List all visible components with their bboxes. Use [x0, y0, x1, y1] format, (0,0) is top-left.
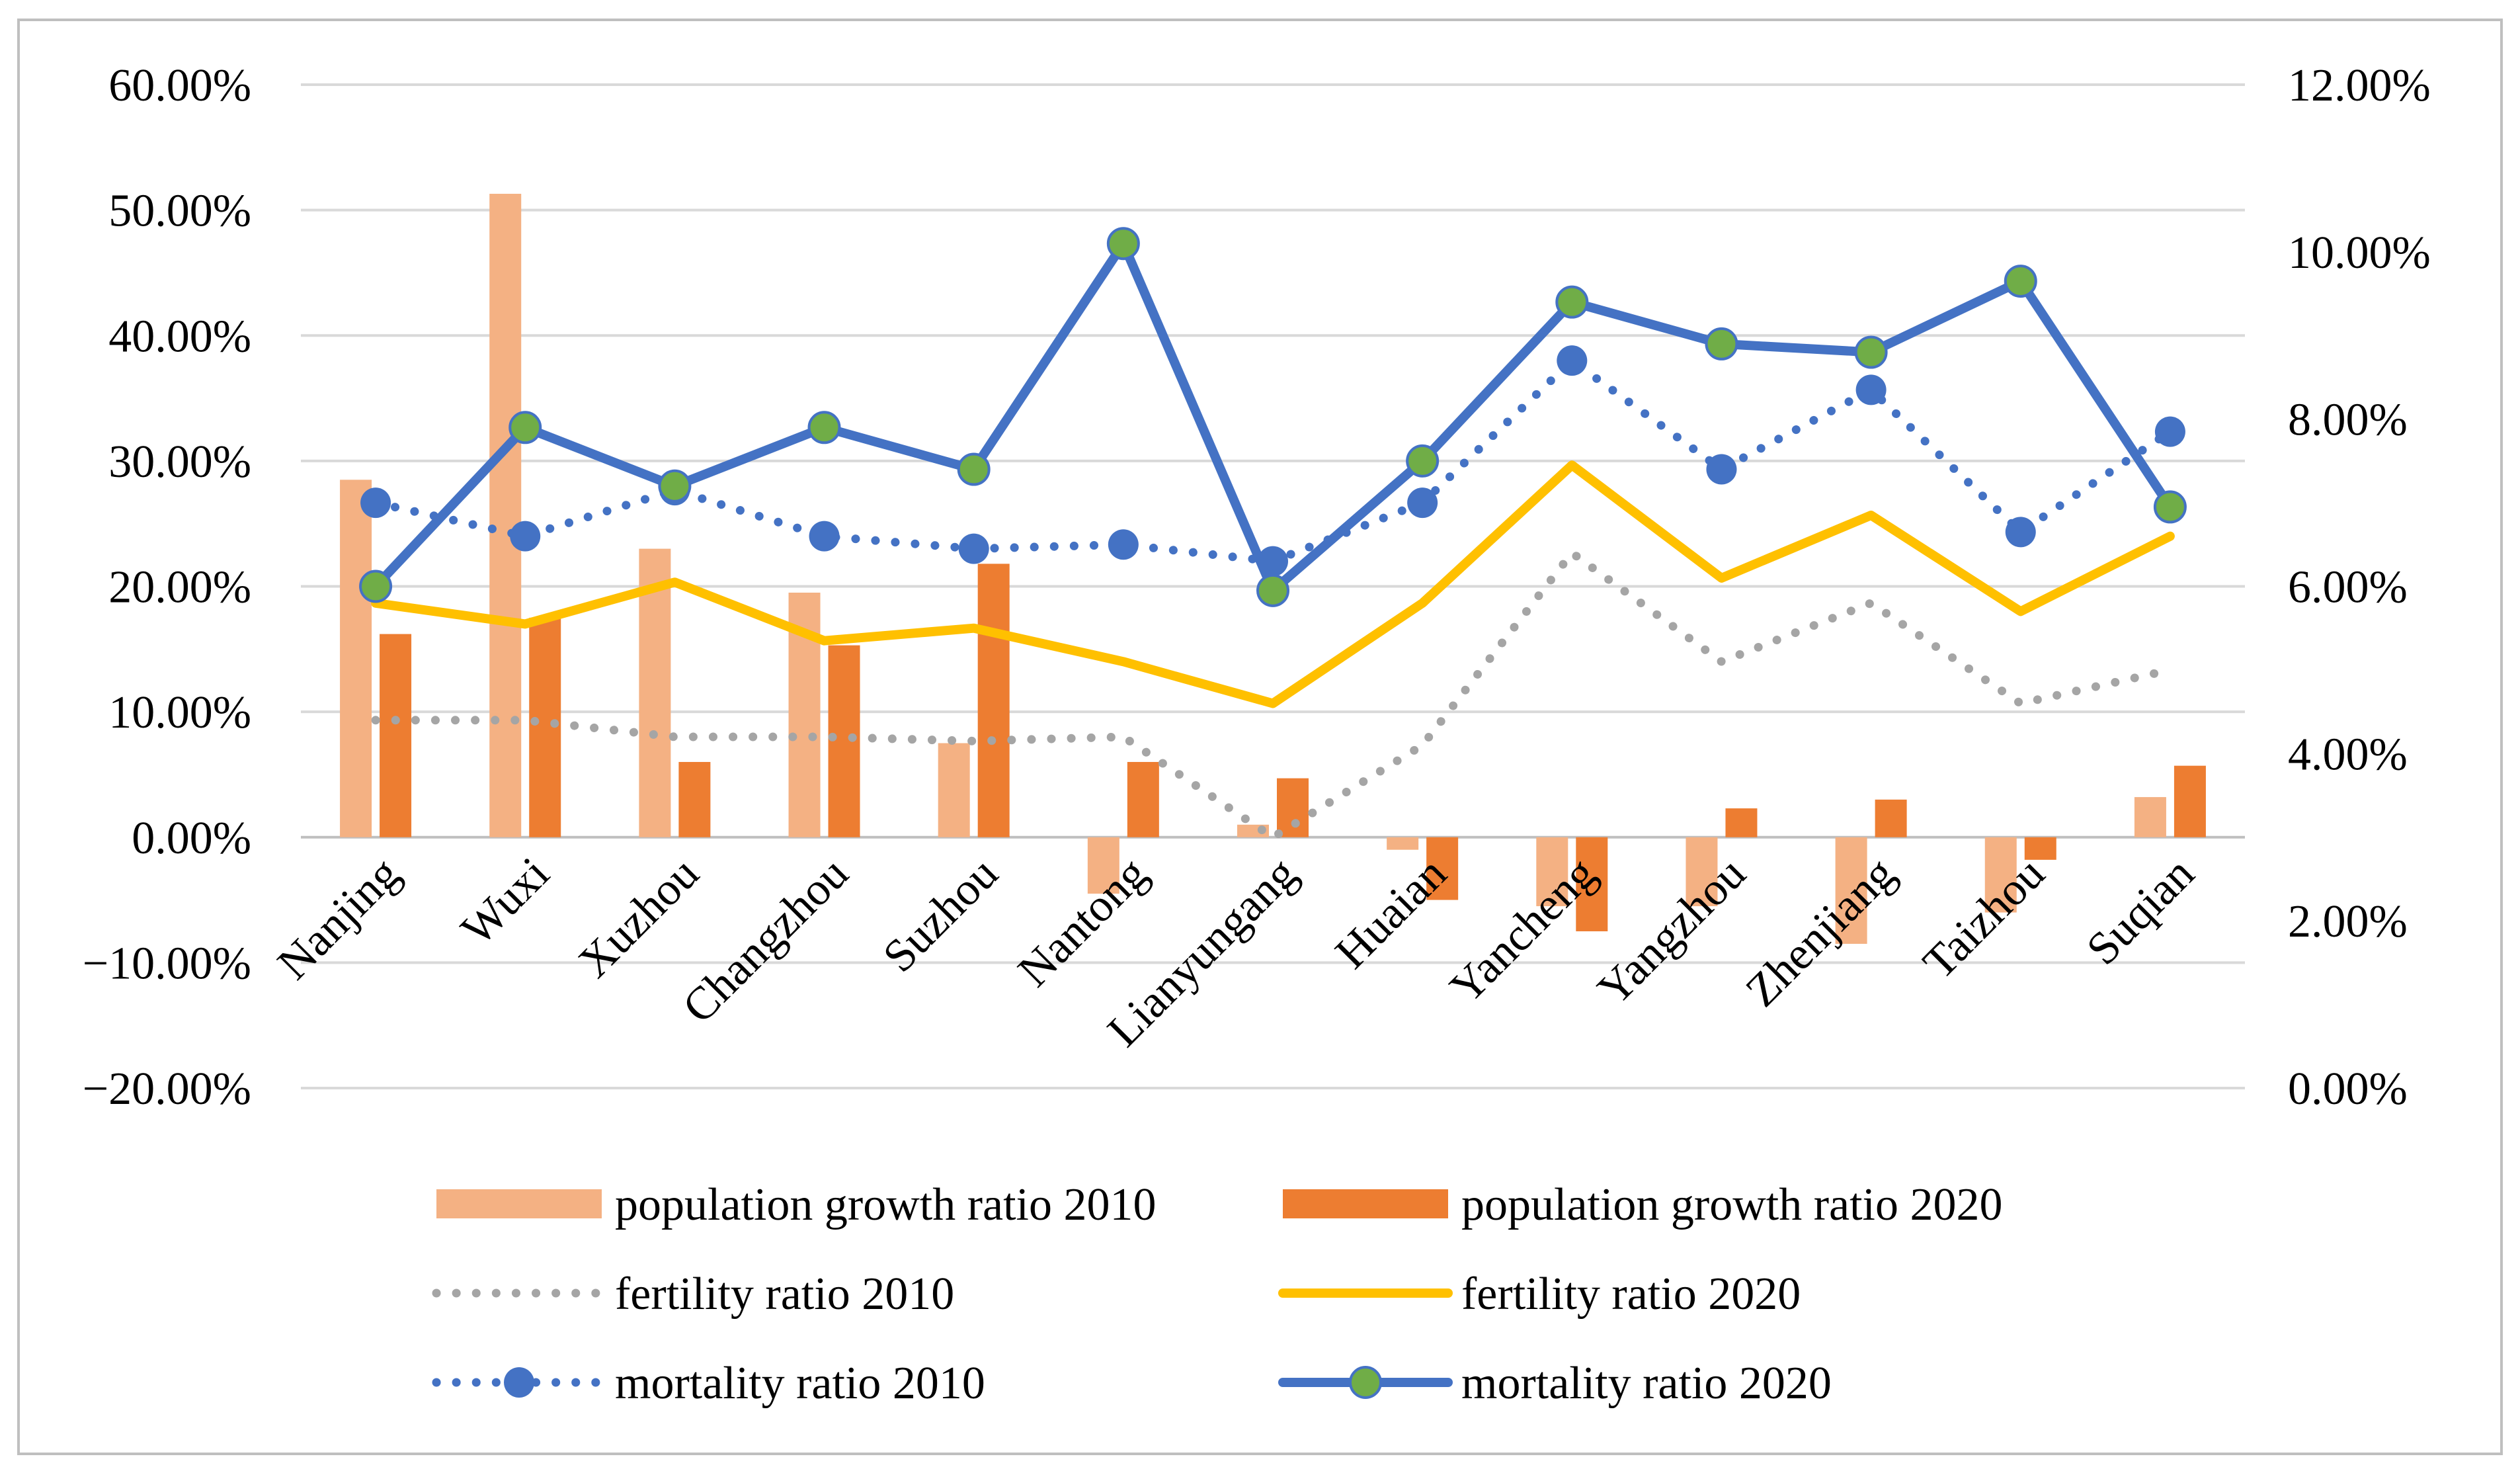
mortality-ratio-2020-point-wuxi — [508, 411, 542, 444]
mortality-ratio-2010-point-zhenjiang — [1855, 374, 1887, 405]
bar-2020-taizhou — [2024, 837, 2056, 860]
bar-2010-nantong — [1087, 837, 1119, 894]
mortality-ratio-2010-point-huaian — [1407, 487, 1438, 519]
mortality-ratio-2020-point-yangzhou — [1705, 327, 1738, 360]
left-y-axis: 60.00% 50.00% 40.00% 30.00% 20.00% 10.00% 0.00… — [83, 60, 251, 1115]
bar-2010-zhenjiang — [1835, 837, 1867, 944]
mortality-ratio-2020-point-suqian — [2153, 490, 2187, 524]
left-tick-label: 60.00% — [108, 60, 251, 111]
right-tick-label: 12.00% — [2288, 60, 2431, 111]
bar-2010-yancheng — [1536, 837, 1568, 907]
mortality-ratio-2010-point-nanjing — [360, 487, 391, 519]
bar-2020-lianyungang — [1277, 778, 1309, 837]
left-tick-label: 40.00% — [108, 311, 251, 362]
bar-2010-nanjing — [340, 480, 372, 837]
bar-2010-huaian — [1387, 837, 1419, 850]
legend-label: population growth ratio 2010 — [615, 1179, 1157, 1230]
mortality-ratio-2020-point-zhenjiang — [1854, 335, 1888, 369]
bar-2020-xuzhou — [678, 761, 711, 837]
bar-2020-huaian — [1426, 837, 1459, 900]
mortality-ratio-2010-point-yancheng — [1557, 345, 1588, 376]
legend-label: mortality ratio 2010 — [615, 1358, 985, 1409]
bar-2020-yancheng — [1576, 837, 1608, 931]
left-tick-label: 50.00% — [108, 186, 251, 237]
chart-frame — [17, 19, 2503, 1455]
legend-label: fertility ratio 2020 — [1461, 1269, 1801, 1320]
left-tick-label: −20.00% — [83, 1064, 251, 1115]
mortality-ratio-2010-point-nantong — [1108, 529, 1139, 560]
mortality-ratio-2020-point-yancheng — [1555, 285, 1589, 319]
bar-2020-suqian — [2174, 765, 2206, 837]
lines — [359, 227, 2187, 842]
bar-2020-yangzhou — [1725, 808, 1758, 837]
legend: population growth ratio 2010 population g… — [432, 1179, 2003, 1409]
mortality-ratio-2020-point-suzhou — [957, 452, 991, 486]
bar-2010-taizhou — [1984, 837, 2017, 913]
mortality-ratio-2020-point-huaian — [1406, 444, 1440, 478]
mortality-ratio-2010-point-changzhou — [809, 521, 840, 552]
right-tick-label: 4.00% — [2288, 729, 2408, 780]
legend-label: fertility ratio 2010 — [615, 1269, 954, 1320]
bar-2010-xuzhou — [639, 548, 671, 837]
bar-2020-zhenjiang — [1875, 799, 1907, 837]
fertility-ratio-2020-line — [371, 460, 2175, 708]
mortality-ratio-2020-point-lianyungang — [1256, 573, 1289, 607]
bar-2010-suzhou — [938, 743, 970, 837]
right-tick-label: 6.00% — [2288, 562, 2408, 613]
left-tick-label: 10.00% — [108, 687, 251, 738]
mortality-ratio-2010-point-taizhou — [2005, 517, 2036, 548]
left-tick-label: 20.00% — [108, 562, 251, 613]
left-tick-label: 30.00% — [108, 437, 251, 487]
right-tick-label: 8.00% — [2288, 395, 2408, 446]
bar-2020-nantong — [1127, 761, 1159, 837]
right-tick-label: 10.00% — [2288, 228, 2431, 278]
right-y-axis: 12.00% 10.00% 8.00% 6.00% 4.00% 2.00% 0.00% — [2288, 60, 2431, 1115]
mortality-ratio-2020-point-changzhou — [807, 411, 841, 444]
legend-swatch-population-growth-ratio-2020 — [1283, 1189, 1448, 1218]
left-tick-label: 0.00% — [132, 813, 251, 864]
left-tick-label: −10.00% — [83, 938, 251, 989]
bar-2020-suzhou — [977, 564, 1010, 837]
bar-2010-wuxi — [489, 193, 522, 837]
legend-marker-mortality-ratio-2010 — [504, 1367, 534, 1398]
gridlines — [301, 83, 2245, 1089]
right-tick-label: 2.00% — [2288, 896, 2408, 947]
legend-label: mortality ratio 2020 — [1461, 1358, 1832, 1409]
mortality-ratio-2010-point-suqian — [2154, 416, 2185, 447]
mortality-ratio-2010-point-suzhou — [958, 533, 989, 564]
legend-marker-mortality-ratio-2020 — [1349, 1366, 1382, 1399]
mortality-ratio-2010-point-yangzhou — [1706, 454, 1737, 485]
bar-2020-nanjing — [380, 634, 412, 837]
mortality-ratio-2020-point-taizhou — [2004, 265, 2037, 298]
mortality-ratio-2020-point-xuzhou — [658, 469, 692, 503]
mortality-ratio-2020-point-nantong — [1106, 227, 1140, 261]
fertility-ratio-2010-line — [371, 548, 2175, 842]
mortality-ratio-2020-point-nanjing — [359, 570, 393, 603]
legend-label: population growth ratio 2020 — [1461, 1179, 2003, 1230]
mortality-ratio-2010-point-wuxi — [510, 521, 541, 552]
bar-2010-suqian — [2134, 797, 2166, 837]
right-tick-label: 0.00% — [2288, 1064, 2408, 1115]
bar-2010-yangzhou — [1686, 837, 1718, 907]
legend-swatch-population-growth-ratio-2010 — [436, 1189, 602, 1218]
